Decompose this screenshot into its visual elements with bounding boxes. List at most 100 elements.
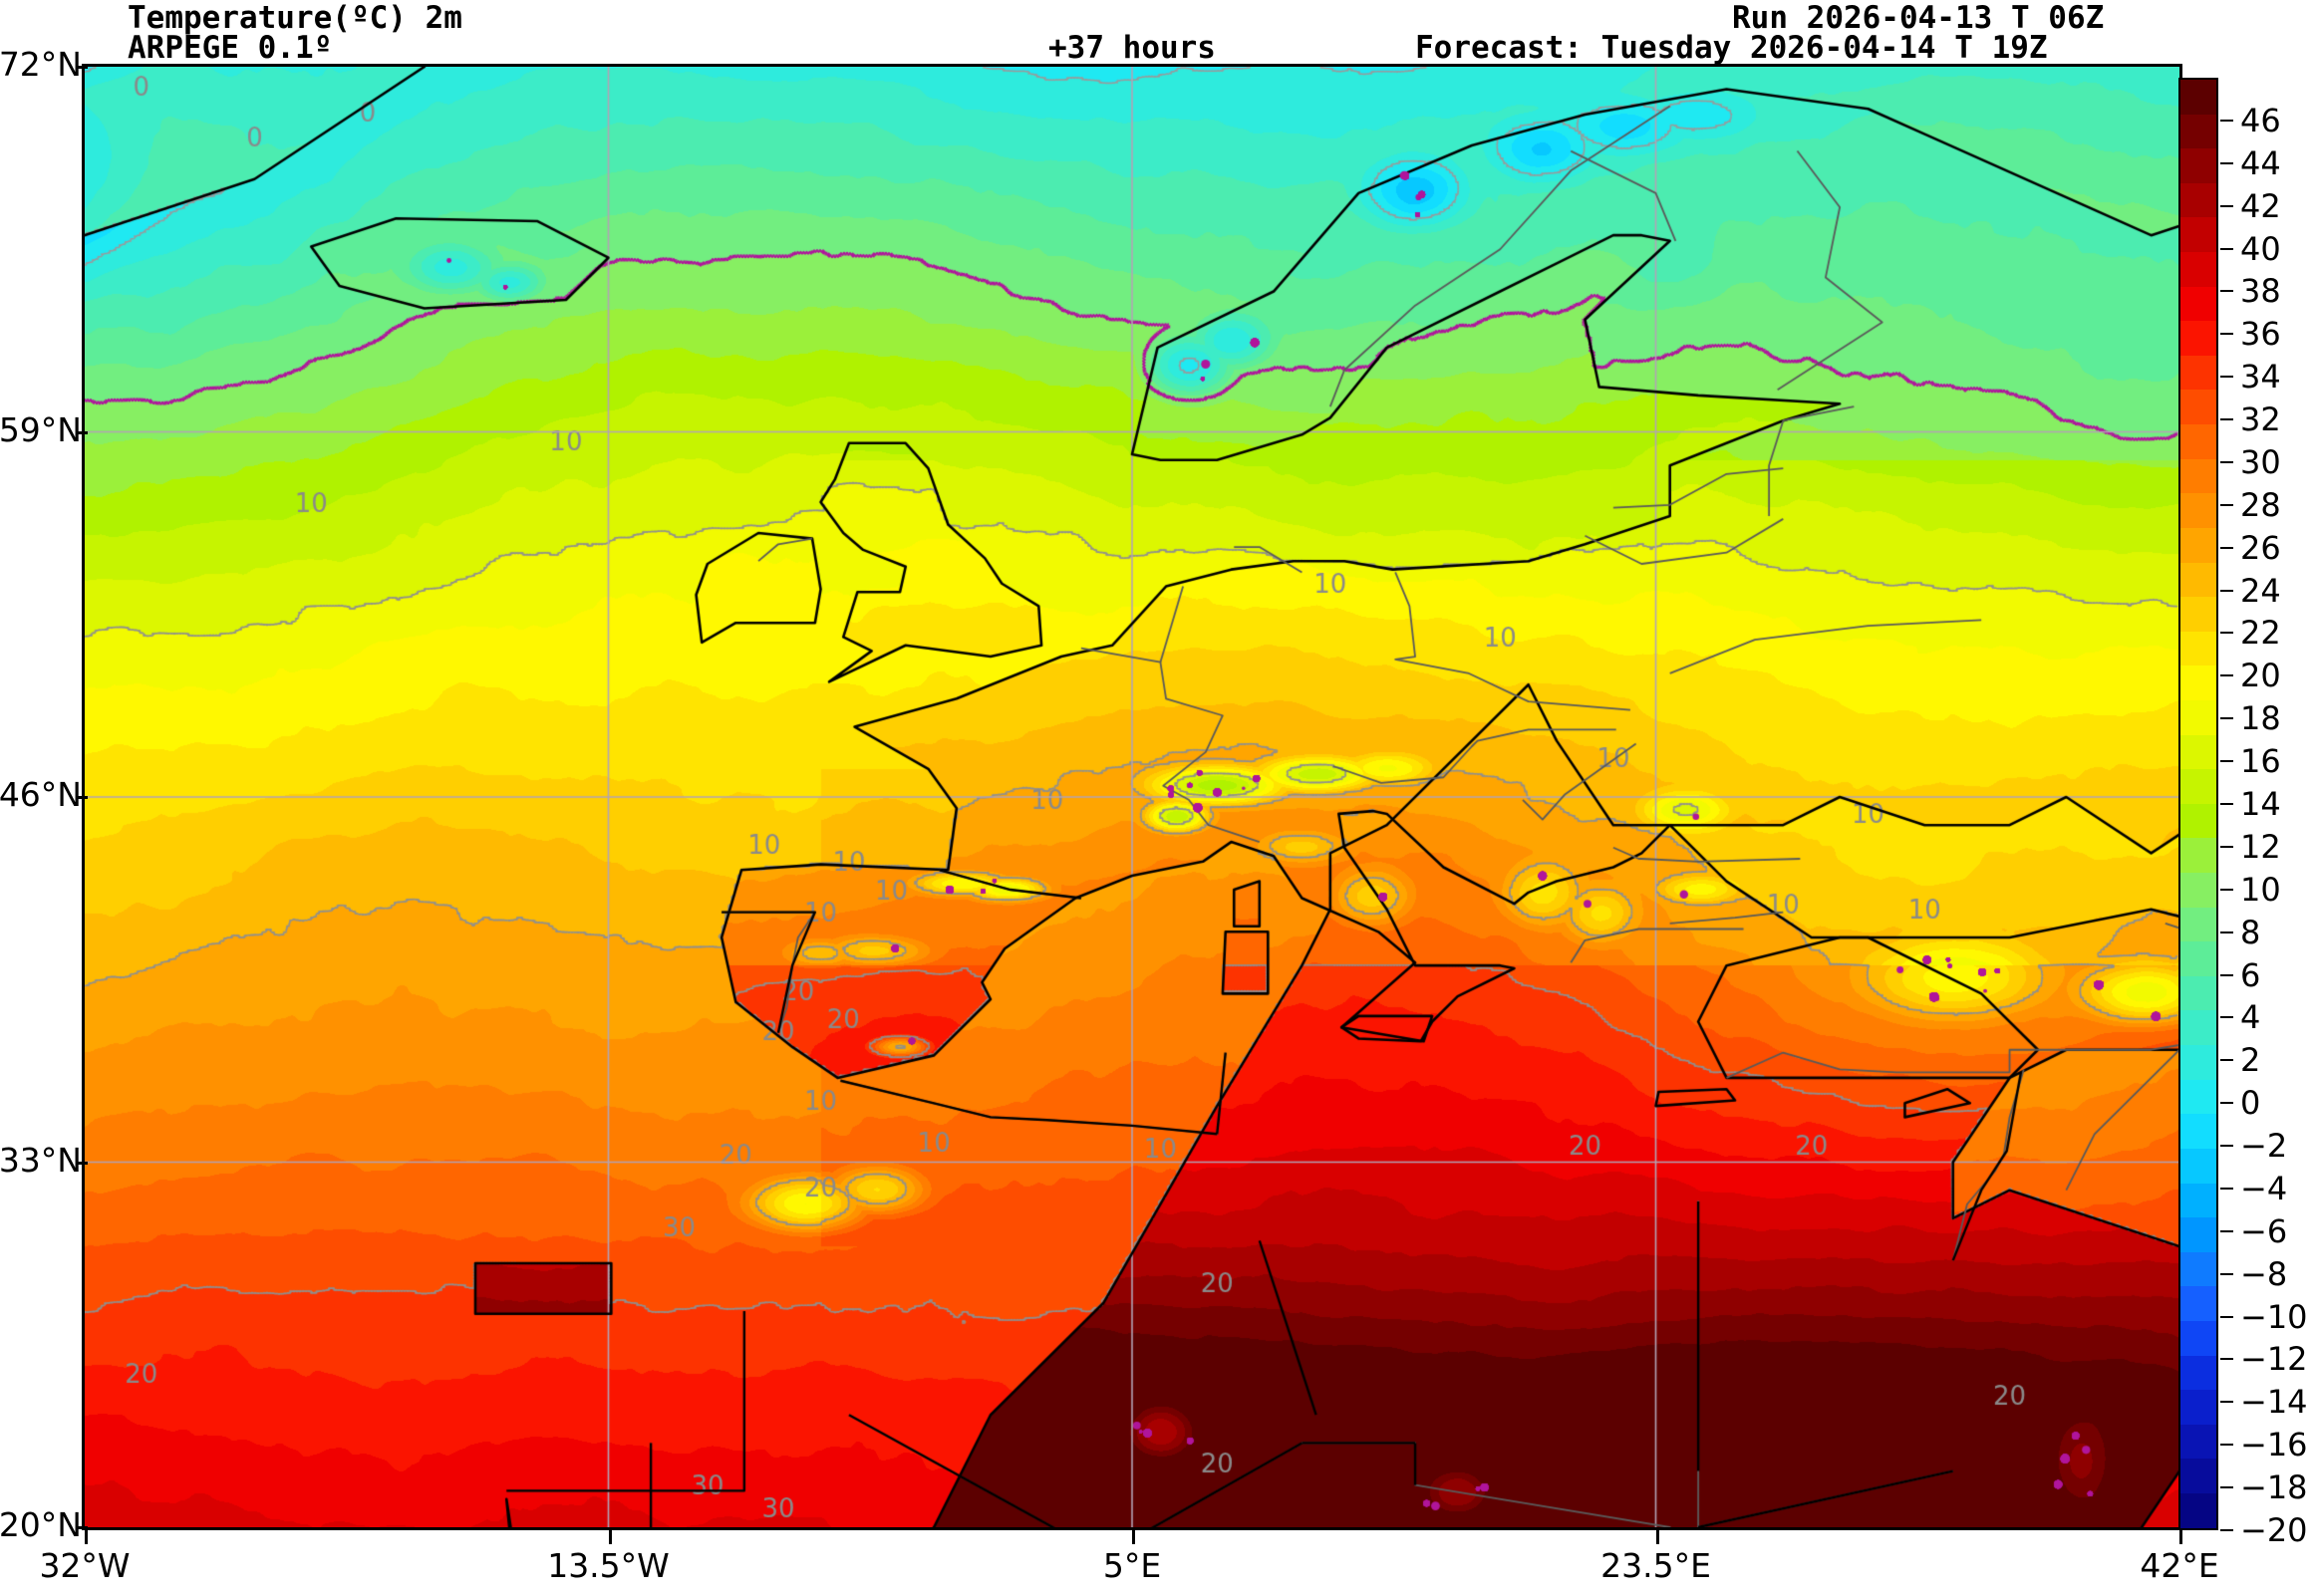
latitude-tick (76, 1526, 88, 1529)
colorbar-swatch (2180, 527, 2216, 563)
longitude-tick (608, 1530, 612, 1544)
colorbar-tick-label: −4 (2240, 1169, 2288, 1207)
colorbar-swatch (2180, 424, 2216, 459)
colorbar-tick (2220, 931, 2233, 933)
colorbar-tick-label: 26 (2240, 528, 2281, 567)
colorbar-tick (2220, 1016, 2233, 1019)
colorbar-tick-label: 34 (2240, 358, 2281, 397)
latitude-tick (76, 1161, 88, 1165)
colorbar-tick (2220, 546, 2233, 549)
colorbar-swatch (2180, 873, 2216, 908)
colorbar-swatch (2180, 1355, 2216, 1391)
colorbar-tick-label: −14 (2240, 1383, 2308, 1422)
lead-time-label: +37 hours (1048, 30, 1216, 66)
colorbar-tick (2220, 204, 2233, 207)
colorbar-tick (2220, 1059, 2233, 1062)
colorbar-tick-label: 10 (2240, 870, 2281, 909)
temperature-heatmap (85, 67, 2179, 1527)
colorbar-tick (2220, 1272, 2233, 1275)
colorbar-tick (2220, 1486, 2233, 1489)
colorbar-tick-label: 6 (2240, 955, 2261, 994)
colorbar-tick-label: 46 (2240, 101, 2281, 139)
colorbar-tick (2220, 717, 2233, 720)
colorbar-tick (2220, 1315, 2233, 1318)
colorbar-tick (2220, 503, 2233, 506)
colorbar-swatch (2180, 1320, 2216, 1356)
latitude-tick-label: 33°N (0, 1140, 82, 1180)
longitude-tick-label: 32°W (39, 1546, 131, 1585)
colorbar-swatch (2180, 734, 2216, 770)
colorbar-swatch (2180, 907, 2216, 942)
colorbar-tick-label: 18 (2240, 699, 2281, 738)
colorbar-swatch (2180, 838, 2216, 874)
colorbar-swatch (2180, 390, 2216, 425)
colorbar-swatch (2180, 1492, 2216, 1528)
colorbar-tick-label: 40 (2240, 229, 2281, 268)
colorbar-swatch (2180, 1114, 2216, 1149)
colorbar-tick-label: −2 (2240, 1127, 2288, 1166)
colorbar-swatch (2180, 941, 2216, 976)
colorbar-tick (2220, 1444, 2233, 1447)
colorbar-tick (2220, 1102, 2233, 1105)
colorbar-tick (2220, 803, 2233, 805)
colorbar-tick-label: 16 (2240, 742, 2281, 781)
colorbar-swatch (2180, 321, 2216, 356)
colorbar-swatch (2180, 148, 2216, 183)
longitude-tick (1655, 1530, 1659, 1544)
colorbar-swatch (2180, 1010, 2216, 1046)
colorbar-tick-label: 14 (2240, 785, 2281, 823)
colorbar-tick (2220, 119, 2233, 122)
colorbar-tick-label: 8 (2240, 913, 2261, 951)
colorbar-swatch (2180, 217, 2216, 253)
colorbar-tick (2220, 418, 2233, 421)
model-label: ARPEGE 0.1º (128, 30, 333, 66)
longitude-tick (2179, 1530, 2182, 1544)
header-bar: Temperature(ºC) 2m ARPEGE 0.1º +37 hours… (0, 0, 2312, 66)
model-run-label: Run 2026-04-13 T 06Z (1732, 0, 2105, 36)
colorbar-swatch (2180, 1251, 2216, 1287)
colorbar-swatch (2180, 80, 2216, 115)
forecast-valid-label: Forecast: Tuesday 2026-04-14 T 19Z (1415, 30, 2048, 66)
colorbar-swatch (2180, 1390, 2216, 1425)
colorbar-tick (2220, 1187, 2233, 1190)
page-title: Temperature(ºC) 2m (128, 0, 462, 36)
colorbar-swatch (2180, 975, 2216, 1011)
colorbar-tick-label: 2 (2240, 1041, 2261, 1080)
colorbar-swatch (2180, 252, 2216, 287)
colorbar-tick-label: 32 (2240, 400, 2281, 439)
colorbar-tick-label: 12 (2240, 827, 2281, 866)
longitude-tick-label: 5°E (1102, 1546, 1162, 1585)
colorbar-swatch (2180, 1286, 2216, 1321)
colorbar-tick-label: 36 (2240, 315, 2281, 354)
longitude-tick (1132, 1530, 1135, 1544)
colorbar-tick-label: 42 (2240, 186, 2281, 225)
colorbar-tick (2220, 888, 2233, 891)
colorbar-swatch (2180, 114, 2216, 149)
colorbar-tick (2220, 973, 2233, 976)
colorbar-tick-label: 22 (2240, 614, 2281, 653)
colorbar-swatch (2180, 1079, 2216, 1115)
colorbar-swatch (2180, 355, 2216, 391)
colorbar-swatch (2180, 1045, 2216, 1080)
latitude-tick (76, 66, 88, 69)
colorbar-tick (2220, 1229, 2233, 1232)
colorbar-swatch (2180, 1459, 2216, 1493)
colorbar-tick-label: −10 (2240, 1297, 2308, 1336)
longitude-tick-label: 42°E (2140, 1546, 2219, 1585)
latitude-tick (76, 430, 88, 434)
colorbar-tick-label: 24 (2240, 571, 2281, 610)
temperature-colorbar[interactable] (2178, 78, 2218, 1530)
colorbar-tick-label: 38 (2240, 272, 2281, 311)
longitude-tick-label: 13.5°W (547, 1546, 670, 1585)
colorbar-tick-label: 44 (2240, 143, 2281, 182)
colorbar-tick (2220, 333, 2233, 336)
colorbar-tick (2220, 247, 2233, 250)
latitude-tick-label: 59°N (0, 409, 82, 449)
map-plot-area[interactable] (82, 64, 2182, 1530)
latitude-tick-label: 46°N (0, 775, 82, 814)
colorbar-tick (2220, 674, 2233, 677)
colorbar-tick-label: −20 (2240, 1511, 2308, 1549)
colorbar-tick-label: −8 (2240, 1254, 2288, 1293)
colorbar-tick (2220, 760, 2233, 763)
colorbar-tick-label: −6 (2240, 1211, 2288, 1250)
